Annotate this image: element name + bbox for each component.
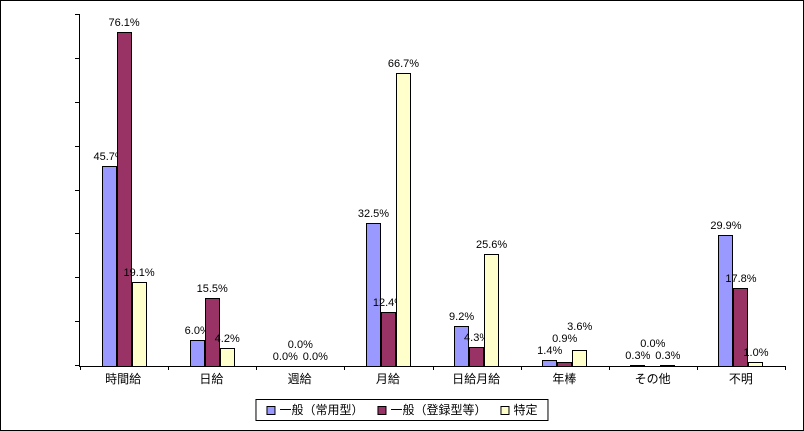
legend-swatch-icon (266, 405, 276, 415)
y-axis-tick (75, 277, 80, 279)
y-axis-tick (75, 189, 80, 191)
y-axis-tick (75, 233, 80, 235)
bar (660, 364, 676, 366)
value-label: 0.0% (287, 339, 313, 351)
legend-item: 特定 (500, 403, 538, 417)
value-label: 4.3% (464, 332, 490, 345)
bar (572, 350, 588, 366)
value-label: 9.2% (449, 310, 475, 323)
bar (469, 347, 485, 366)
bar (101, 165, 117, 366)
legend-item: 一般（常用型） (266, 404, 363, 416)
x-axis-label: 日給月給 (452, 372, 501, 386)
plot-area: 45.7% 76.1% 19.1% 6.0% 15.5% 4.2% 0.0% 0.0% 0.0%… (75, 14, 786, 370)
y-axis-tick (75, 145, 80, 147)
value-label: 32.5% (357, 208, 390, 221)
x-axis-label: 不明 (728, 372, 753, 386)
x-axis-label: 年棒 (552, 372, 577, 386)
value-label: 19.1% (123, 267, 155, 280)
bar (557, 362, 573, 366)
legend-label: 一般（登録型等） (390, 403, 487, 417)
value-label: 1.4% (537, 344, 563, 357)
legend-label: 特定 (513, 403, 538, 417)
bar (116, 32, 132, 366)
x-axis-tick (344, 366, 346, 370)
value-label: 12.4% (372, 296, 405, 309)
bar (395, 73, 411, 366)
bar (189, 339, 205, 366)
bar (718, 234, 734, 366)
value-label: 1.0% (743, 346, 769, 359)
value-label: 45.7% (93, 150, 125, 163)
value-label: 6.0% (184, 324, 210, 337)
x-axis-tick (168, 366, 170, 370)
bar (733, 287, 749, 366)
y-axis-tick (75, 57, 80, 59)
x-axis-tick (608, 366, 610, 370)
bar (484, 253, 500, 366)
bar (542, 359, 558, 366)
x-axis-tick (432, 366, 434, 370)
legend: 一般（常用型） 一般（登録型等） 特定 (255, 399, 549, 421)
bar (748, 361, 764, 366)
x-axis-tick (520, 366, 522, 370)
y-axis-tick (75, 14, 80, 15)
bar (204, 298, 220, 366)
bar (454, 325, 470, 366)
value-label: 15.5% (196, 283, 228, 295)
x-axis-label: 月給 (375, 372, 400, 386)
x-axis-labels: 時間給 日給 週給 月給 日給月給 年棒 その他 不明 (79, 372, 785, 386)
bar (219, 347, 235, 366)
x-axis-tick (256, 366, 258, 370)
value-label: 0.0% (640, 337, 666, 350)
value-label: 0.0% (302, 351, 328, 363)
bar (380, 311, 396, 366)
x-axis-label: その他 (634, 372, 671, 386)
bar (365, 223, 381, 366)
x-axis-tick (696, 366, 698, 370)
value-label: 25.6% (475, 238, 508, 251)
legend-swatch-icon (377, 405, 387, 415)
value-label: 0.9% (552, 332, 578, 345)
legend-swatch-icon (500, 405, 510, 415)
y-axis-tick (75, 101, 80, 103)
value-label: 4.2% (214, 332, 240, 345)
bar (131, 282, 147, 366)
value-label: 17.8% (725, 272, 757, 285)
x-axis-tick (785, 366, 786, 370)
value-label: 76.1% (108, 17, 140, 30)
value-label: 66.7% (387, 58, 420, 71)
x-axis-label: 週給 (287, 372, 312, 386)
value-label: 29.9% (710, 219, 742, 232)
x-axis-label: 日給 (199, 372, 224, 386)
x-axis-tick (80, 366, 81, 370)
legend-item: 一般（登録型等） (377, 403, 487, 417)
value-label: 0.3% (655, 349, 681, 362)
y-axis-tick (75, 321, 80, 323)
bar (630, 364, 646, 366)
y-axis-tick (75, 365, 80, 366)
value-label: 0.0% (272, 351, 298, 363)
x-axis-label: 時間給 (105, 372, 142, 386)
value-label: 0.3% (625, 349, 651, 362)
value-label: 3.6% (567, 320, 593, 333)
legend-label: 一般（常用型） (279, 403, 364, 417)
